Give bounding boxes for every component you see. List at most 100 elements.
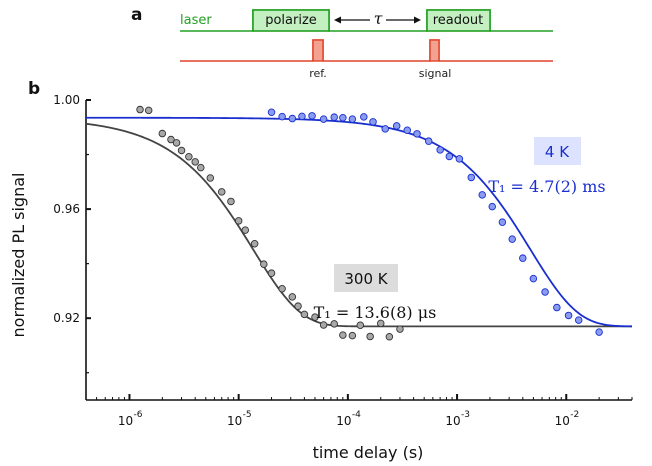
x-tick-exponent: -5 (243, 410, 252, 420)
data-point-4k (436, 146, 444, 154)
data-point-4k (595, 328, 603, 336)
signal-label: signal (419, 67, 452, 80)
data-point-300k (177, 146, 186, 155)
data-point-4k (553, 303, 561, 312)
ref-pulse (312, 39, 324, 62)
tau-arrow (334, 16, 421, 24)
data-point-300k (330, 320, 338, 328)
data-point-300k (385, 332, 394, 341)
plot-area: 10 -6 10 -5 10 -4 10 -3 10 -2 1.00 0.96 0.92 time d… (9, 93, 633, 462)
data-point-300k (206, 174, 215, 182)
data-point-4k (498, 218, 507, 226)
data-point-300k (136, 105, 144, 114)
signal-pulse (429, 39, 440, 62)
data-point-4k (392, 122, 401, 130)
x-tick-exponent: -4 (352, 410, 361, 420)
data-point-4k (348, 115, 357, 123)
data-point-4k (478, 191, 486, 199)
data-point-300k (311, 313, 319, 321)
data-points (136, 105, 603, 341)
data-point-300k (191, 158, 199, 166)
data-point-300k (158, 129, 167, 138)
data-point-4k (564, 311, 573, 320)
data-point-300k (396, 325, 404, 333)
data-point-4k (278, 112, 286, 121)
data-point-300k (356, 321, 365, 330)
data-point-300k (234, 217, 243, 225)
data-point-300k (185, 152, 193, 161)
data-point-300k (167, 135, 175, 144)
data-point-4k (360, 113, 368, 121)
data-point-4k (288, 114, 297, 123)
t1-300k-annotation: T₁ = 13.6(8) μs (314, 303, 437, 322)
data-point-4k (403, 126, 412, 135)
badge-4k (534, 137, 581, 165)
data-point-4k (445, 152, 454, 161)
x-tick-label: 10 (336, 414, 351, 428)
panel-letter-b: b (28, 79, 40, 99)
data-point-4k (424, 137, 433, 145)
x-tick-exponent: -2 (570, 410, 579, 420)
polarize-pulse (252, 9, 330, 32)
data-point-300k (267, 269, 276, 277)
x-tick-label: 10 (118, 414, 133, 428)
tau-label: τ (374, 9, 384, 28)
data-point-4k (467, 173, 476, 182)
data-point-300k (217, 188, 226, 196)
t1-4k-annotation: T₁ = 4.7(2) ms (488, 177, 605, 196)
panel-letter-a: a (131, 5, 142, 25)
data-point-4k (455, 155, 464, 163)
badge-300k (334, 264, 398, 292)
data-point-300k (339, 331, 347, 339)
polarize-label: polarize (265, 13, 317, 28)
data-point-300k (172, 139, 181, 147)
data-point-300k (366, 332, 374, 341)
data-point-4k (330, 113, 338, 121)
fit-curve-4k (86, 116, 633, 328)
data-point-4k (519, 254, 527, 262)
y-tick-label: 1.00 (53, 93, 80, 107)
readout-label: readout (433, 13, 484, 28)
data-point-4k (413, 130, 421, 138)
data-point-300k (294, 302, 302, 310)
data-point-300k (227, 197, 235, 206)
data-point-300k (241, 226, 250, 234)
badge-300k-label: 300 K (344, 270, 388, 288)
y-ticks: 1.00 0.96 0.92 (53, 93, 91, 374)
x-tick-exponent: -3 (461, 410, 470, 420)
x-axis-label: time delay (s) (313, 443, 424, 462)
data-point-300k (300, 310, 309, 319)
data-point-300k (376, 319, 385, 328)
x-tick-label: 10 (555, 414, 570, 428)
ref-label: ref. (309, 67, 327, 80)
data-point-300k (250, 239, 259, 248)
badge-4k-label: 4 K (545, 143, 570, 161)
data-point-300k (197, 163, 205, 172)
x-ticks: 10 -6 10 -5 10 -4 10 -3 10 -2 (85, 394, 633, 428)
data-point-4k (339, 113, 347, 122)
y-tick-label: 0.92 (53, 311, 80, 325)
data-point-300k (260, 260, 268, 268)
data-point-300k (288, 293, 297, 301)
data-point-4k (529, 274, 538, 283)
y-axis-label: normalized PL signal (9, 173, 28, 338)
readout-pulse (426, 9, 491, 32)
data-point-300k (144, 106, 153, 115)
data-point-4k (319, 115, 328, 123)
pulse-sequence: laser polarize readout τ ref. signal (180, 9, 553, 80)
data-point-4k (308, 112, 316, 120)
data-point-4k (267, 108, 276, 117)
data-point-4k (508, 235, 516, 243)
x-tick-label: 10 (227, 414, 242, 428)
y-tick-label: 0.96 (53, 202, 80, 216)
data-point-4k (381, 125, 389, 133)
counter-trace (180, 39, 553, 62)
data-point-300k (319, 321, 328, 329)
x-tick-label: 10 (445, 414, 460, 428)
data-point-300k (278, 284, 286, 293)
data-point-4k (488, 202, 496, 211)
data-point-4k (369, 118, 377, 126)
data-point-300k (348, 331, 357, 340)
data-point-4k (574, 316, 583, 324)
